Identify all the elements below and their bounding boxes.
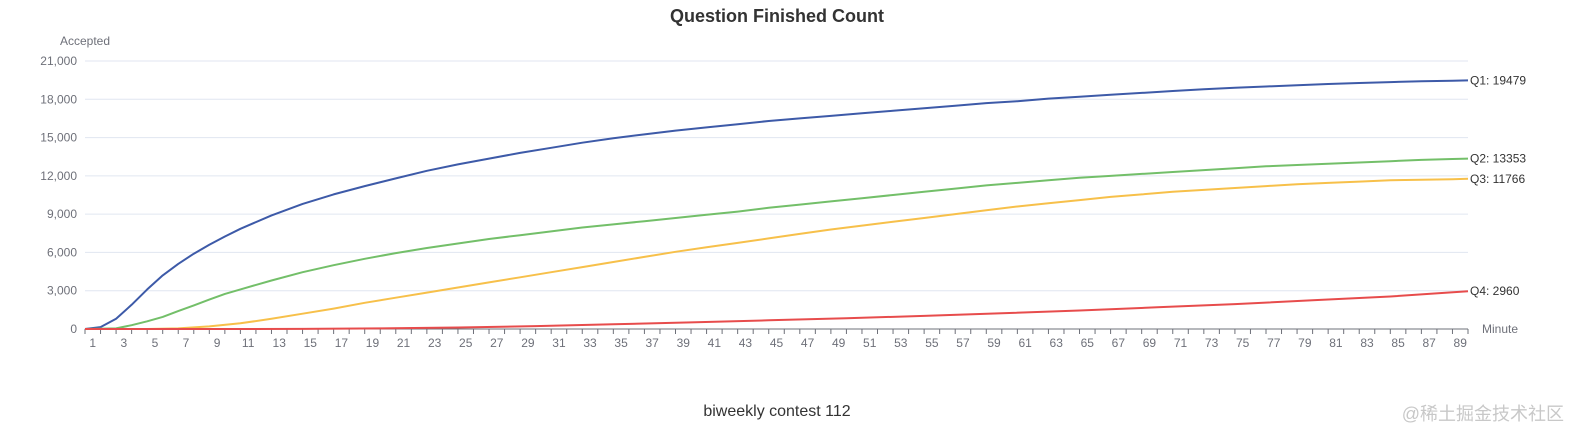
x-tick-label: 35 — [614, 336, 628, 350]
y-tick-label: 9,000 — [47, 207, 77, 221]
series-line-q3 — [85, 177, 1469, 330]
x-tick-label: 59 — [987, 336, 1001, 350]
x-tick-label: 41 — [708, 336, 722, 350]
x-tick-label: 5 — [152, 336, 159, 350]
x-tick-label: 17 — [335, 336, 349, 350]
x-tick-label: 71 — [1174, 336, 1188, 350]
x-tick-label: 57 — [956, 336, 970, 350]
x-tick-label: 49 — [832, 336, 846, 350]
x-tick-label: 21 — [397, 336, 411, 350]
y-tick-label: 15,000 — [40, 131, 77, 145]
x-tick-label: 19 — [366, 336, 380, 350]
chart-caption: biweekly contest 112 — [703, 403, 850, 420]
y-tick-label: 12,000 — [40, 169, 77, 183]
x-tick-label: 55 — [925, 336, 939, 350]
grid-lines — [85, 60, 1468, 330]
x-tick-label: 63 — [1050, 336, 1064, 350]
x-tick-label: 61 — [1018, 336, 1032, 350]
y-tick-label: 0 — [70, 322, 77, 336]
y-tick-label: 21,000 — [40, 54, 77, 68]
y-tick-label: 6,000 — [47, 245, 77, 259]
x-tick-label: 77 — [1267, 336, 1281, 350]
chart-title: Question Finished Count — [670, 6, 884, 26]
series-end-label-q3: Q3: 11766 — [1470, 172, 1525, 186]
x-tick-label: 25 — [459, 336, 473, 350]
series-line-q1 — [84, 79, 1469, 330]
x-axis-label: Minute — [1482, 322, 1518, 336]
series-end-labels: Q1: 19479 Q2: 13353 Q3: 11766 Q4: 2960 — [1470, 73, 1526, 298]
series-line-q4 — [85, 290, 1469, 330]
x-tick-label: 69 — [1143, 336, 1157, 350]
x-tick-label: 45 — [770, 336, 784, 350]
x-tick-label: 47 — [801, 336, 815, 350]
series-end-label-q2: Q2: 13353 — [1470, 152, 1526, 166]
series-end-label-q4: Q4: 2960 — [1470, 284, 1520, 298]
x-tick-label: 43 — [739, 336, 753, 350]
x-tick-label: 33 — [583, 336, 597, 350]
x-tick-label: 23 — [428, 336, 442, 350]
x-tick-label: 31 — [552, 336, 566, 350]
x-tick-label: 1 — [89, 336, 96, 350]
x-tick-label: 7 — [183, 336, 190, 350]
x-tick-label: 79 — [1298, 336, 1312, 350]
x-tick-label: 15 — [304, 336, 318, 350]
y-tick-label: 3,000 — [47, 284, 77, 298]
x-tick-label: 27 — [490, 336, 504, 350]
y-axis-ticks: 0 3,000 6,000 9,000 12,000 15,000 18,000 21,000 — [40, 54, 77, 336]
series-lines — [84, 79, 1469, 330]
x-tick-label: 37 — [646, 336, 660, 350]
series-line-q2 — [84, 157, 1469, 330]
y-axis-label: Accepted — [60, 34, 110, 48]
x-tick-label: 29 — [521, 336, 535, 350]
x-tick-label: 75 — [1236, 336, 1250, 350]
x-tick-label: 13 — [273, 336, 287, 350]
x-tick-label: 39 — [677, 336, 691, 350]
y-tick-label: 18,000 — [40, 92, 77, 106]
series-end-label-q1: Q1: 19479 — [1470, 73, 1526, 87]
x-tick-label: 51 — [863, 336, 877, 350]
x-tick-label: 87 — [1422, 336, 1436, 350]
x-tick-label: 83 — [1360, 336, 1374, 350]
x-tick-label: 67 — [1112, 336, 1126, 350]
x-tick-label: 89 — [1454, 336, 1468, 350]
x-tick-label: 65 — [1081, 336, 1095, 350]
x-tick-label: 73 — [1205, 336, 1219, 350]
x-tick-label: 9 — [214, 336, 221, 350]
x-tick-label: 81 — [1329, 336, 1343, 350]
x-tick-label: 3 — [121, 336, 128, 350]
x-tick-label: 11 — [242, 336, 255, 350]
x-axis-ticks: 1 3 5 7 9 11 13 15 17 19 21 23 25 27 29 31 33 35 37 39 41 43 4… — [84, 329, 1469, 350]
x-tick-label: 85 — [1391, 336, 1405, 350]
x-tick-label: 53 — [894, 336, 908, 350]
watermark: @稀土掘金技术社区 — [1402, 404, 1564, 424]
